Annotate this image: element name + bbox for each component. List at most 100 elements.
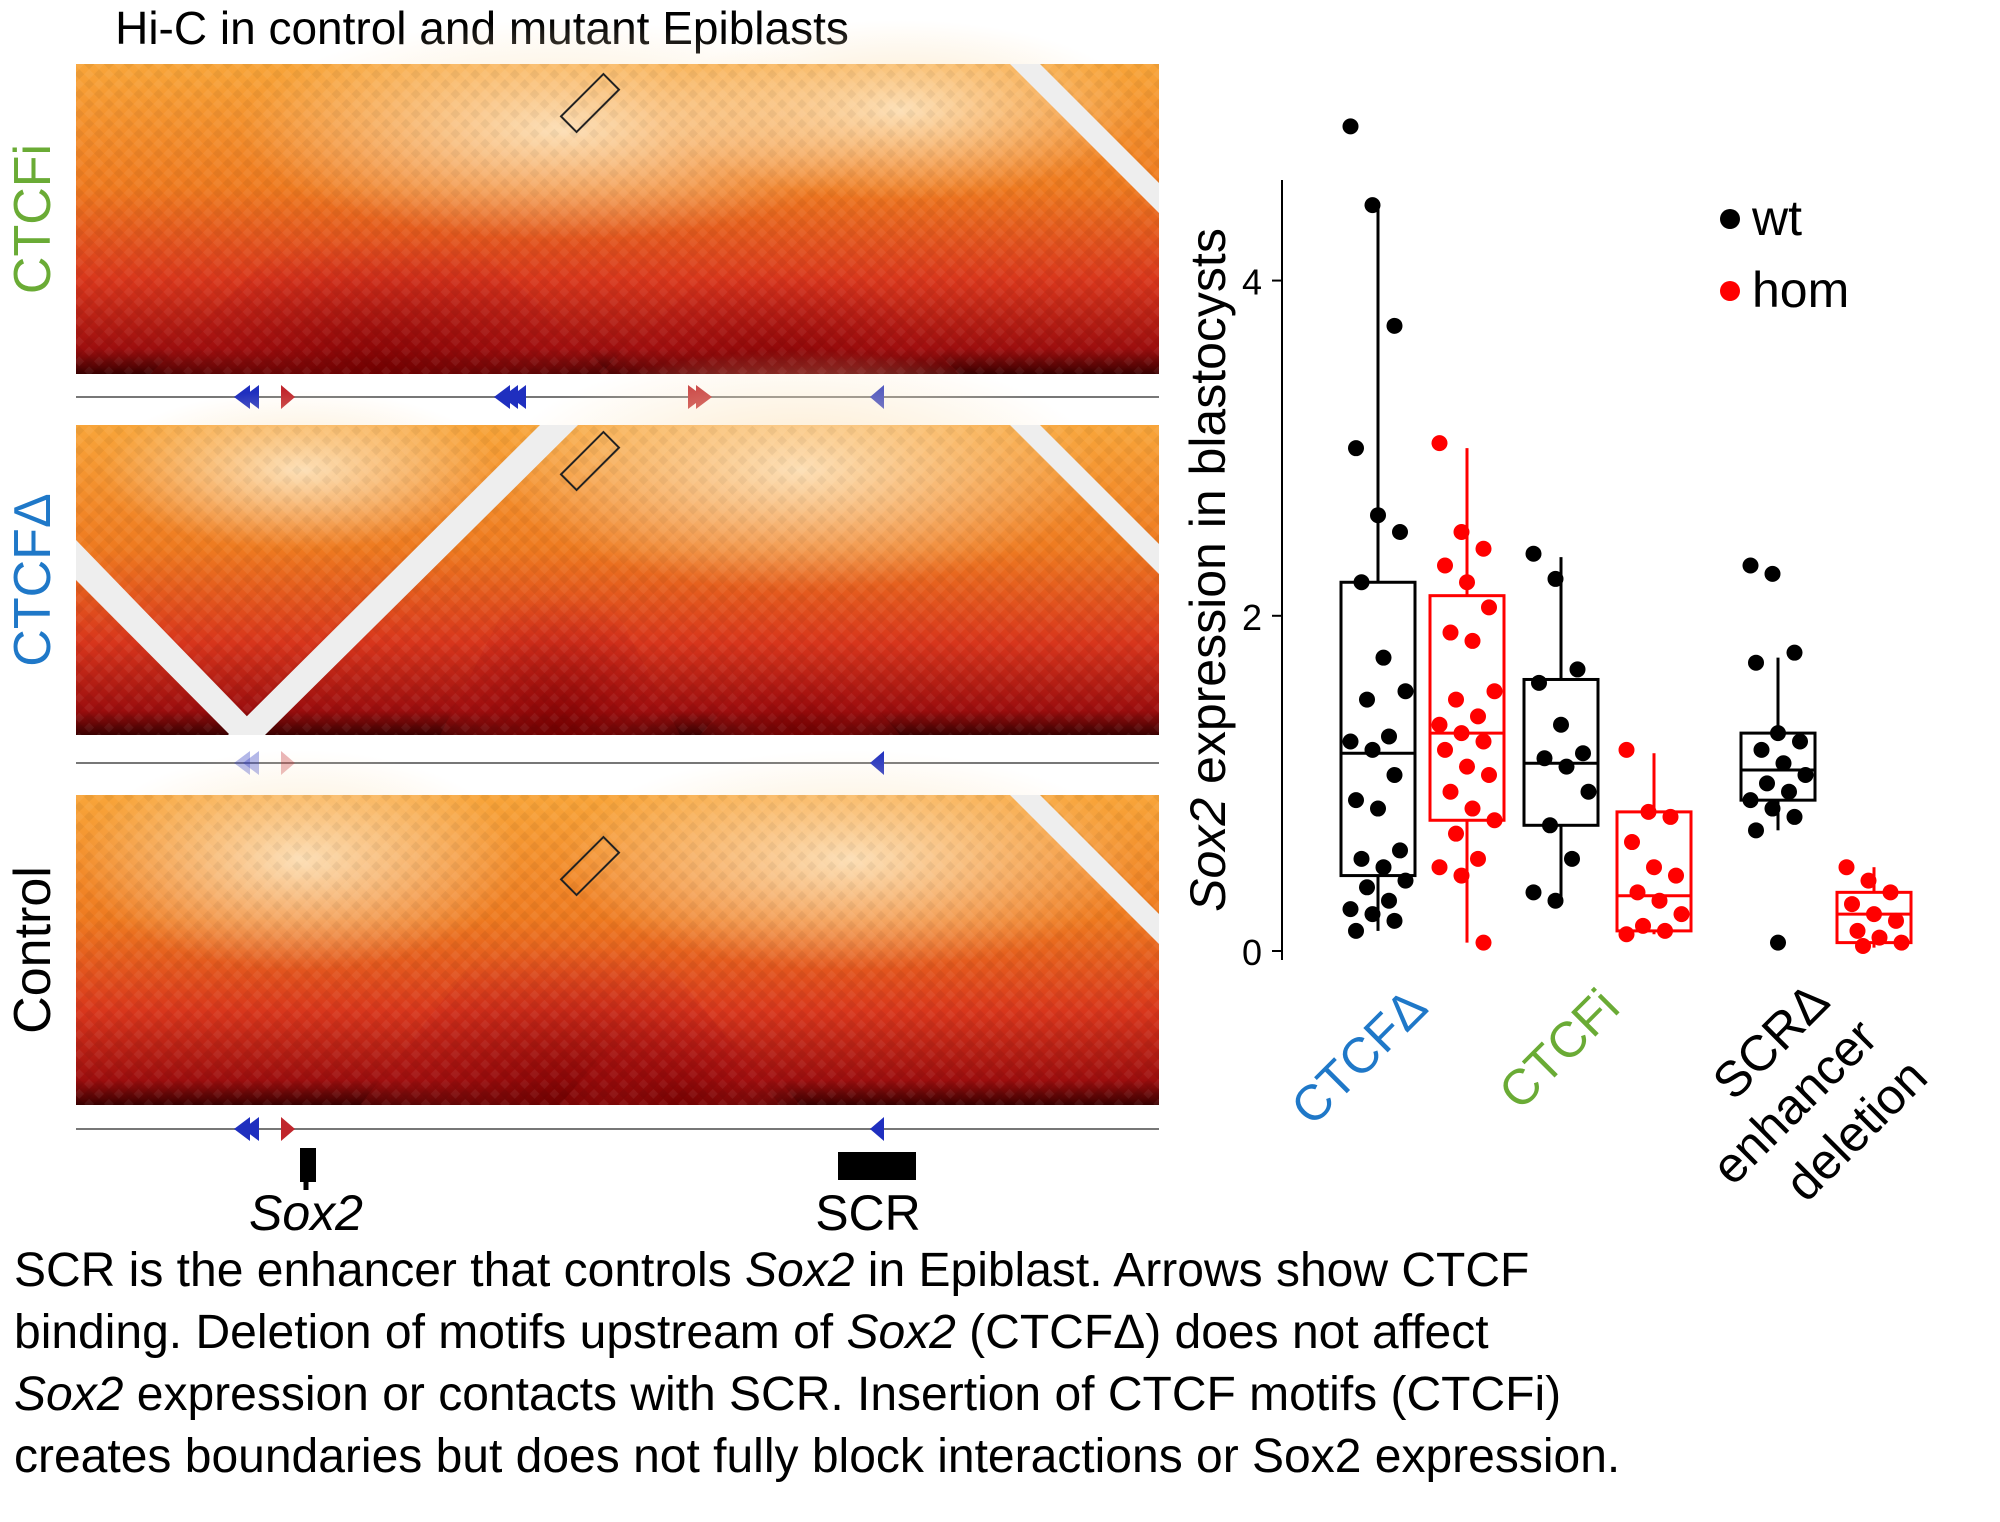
data-point bbox=[1569, 661, 1586, 678]
data-point bbox=[1838, 859, 1855, 876]
data-point bbox=[1481, 767, 1497, 784]
data-point bbox=[1381, 728, 1397, 745]
data-point bbox=[1888, 912, 1904, 929]
data-point bbox=[1392, 842, 1408, 859]
data-point bbox=[1470, 850, 1486, 867]
data-point bbox=[1370, 507, 1386, 524]
data-point bbox=[1748, 822, 1764, 839]
data-point bbox=[1662, 808, 1679, 825]
boxplot: Sox2 expression in blastocysts 0 2 4 CTCFΔ… bbox=[1180, 118, 1938, 1212]
data-point bbox=[1564, 850, 1580, 867]
data-point bbox=[1437, 557, 1453, 574]
data-point bbox=[1792, 733, 1808, 750]
data-point bbox=[1486, 683, 1503, 700]
data-point bbox=[1442, 624, 1459, 641]
data-point bbox=[1651, 892, 1668, 909]
data-point bbox=[1781, 783, 1797, 800]
data-point bbox=[1364, 741, 1381, 758]
data-point bbox=[1386, 912, 1403, 929]
data-point bbox=[1397, 683, 1414, 700]
ctcf-track-control bbox=[76, 1117, 1159, 1141]
legend-label-wt: wt bbox=[1751, 190, 1802, 246]
data-point bbox=[1431, 716, 1448, 733]
data-point bbox=[1764, 800, 1781, 817]
data-point bbox=[1431, 859, 1448, 876]
data-point bbox=[1531, 674, 1547, 691]
x-label-ctcfi: CTCFi bbox=[1488, 978, 1630, 1120]
data-point bbox=[1525, 545, 1542, 562]
data-point bbox=[1392, 523, 1408, 540]
contact-box-ctcfi bbox=[559, 72, 621, 134]
data-point bbox=[1486, 812, 1503, 829]
data-point bbox=[1375, 859, 1392, 876]
data-point bbox=[1348, 792, 1364, 809]
figure-caption: SCR is the enhancer that controls Sox2 i… bbox=[14, 1244, 1621, 1483]
data-point bbox=[1797, 767, 1814, 784]
y-axis-label: Sox2 expression in blastocysts bbox=[1180, 228, 1236, 912]
data-point bbox=[1646, 859, 1662, 876]
data-point bbox=[1668, 867, 1684, 884]
data-point bbox=[1348, 440, 1364, 457]
data-point bbox=[1464, 632, 1481, 649]
box-hom bbox=[1428, 435, 1506, 951]
y-tick-label: 4 bbox=[1242, 262, 1262, 303]
hic-panel-ctcf-delta: CTCFΔ bbox=[4, 350, 1159, 735]
data-point bbox=[1618, 741, 1635, 758]
data-point bbox=[1547, 892, 1564, 909]
box-iqr bbox=[1339, 580, 1417, 878]
data-point bbox=[1359, 879, 1375, 896]
data-point bbox=[1640, 803, 1657, 820]
data-point bbox=[1459, 758, 1475, 775]
data-point bbox=[1553, 716, 1569, 733]
data-point bbox=[1542, 817, 1558, 834]
box-iqr bbox=[1522, 677, 1600, 827]
data-point bbox=[1775, 755, 1792, 772]
data-point bbox=[1849, 922, 1866, 939]
data-point bbox=[1375, 649, 1392, 666]
data-point bbox=[1475, 540, 1492, 557]
data-point bbox=[1657, 922, 1673, 939]
data-point bbox=[1860, 872, 1877, 889]
data-point bbox=[1742, 792, 1759, 809]
data-point bbox=[1624, 834, 1640, 851]
data-point bbox=[1442, 783, 1459, 800]
data-point bbox=[1629, 884, 1646, 901]
data-point bbox=[1759, 775, 1775, 792]
data-point bbox=[1536, 750, 1553, 767]
data-point bbox=[1575, 745, 1591, 762]
data-point bbox=[1635, 917, 1651, 934]
data-point bbox=[1786, 808, 1803, 825]
data-point bbox=[1364, 906, 1381, 923]
data-point bbox=[1453, 523, 1470, 540]
box-wt bbox=[1339, 118, 1417, 939]
data-point bbox=[1893, 934, 1910, 951]
data-point bbox=[1580, 783, 1597, 800]
data-point bbox=[1770, 934, 1786, 951]
data-point bbox=[1770, 725, 1786, 742]
data-point bbox=[1370, 800, 1386, 817]
y-tick-label: 2 bbox=[1242, 597, 1262, 638]
data-point bbox=[1871, 929, 1888, 946]
data-point bbox=[1359, 691, 1375, 708]
data-point bbox=[1453, 725, 1470, 742]
data-point bbox=[1525, 884, 1542, 901]
data-point bbox=[1475, 733, 1492, 750]
box-hom bbox=[1615, 741, 1693, 943]
data-point bbox=[1342, 901, 1359, 918]
hic-panel-control: Control bbox=[4, 750, 1159, 1105]
data-point bbox=[1364, 197, 1381, 214]
data-point bbox=[1470, 708, 1486, 725]
data-point bbox=[1547, 570, 1564, 587]
data-point bbox=[1844, 896, 1860, 913]
box-iqr bbox=[1428, 594, 1506, 822]
panel-label-ctcf-delta: CTCFΔ bbox=[4, 493, 62, 666]
data-point bbox=[1448, 691, 1464, 708]
data-point bbox=[1742, 557, 1759, 574]
data-point bbox=[1437, 741, 1453, 758]
gene-annotation: Sox2 SCR bbox=[249, 1148, 921, 1241]
data-point bbox=[1386, 767, 1403, 784]
data-point bbox=[1673, 906, 1690, 923]
data-point bbox=[1464, 800, 1481, 817]
data-point bbox=[1882, 884, 1899, 901]
enhancer-label-scr: SCR bbox=[815, 1185, 921, 1241]
